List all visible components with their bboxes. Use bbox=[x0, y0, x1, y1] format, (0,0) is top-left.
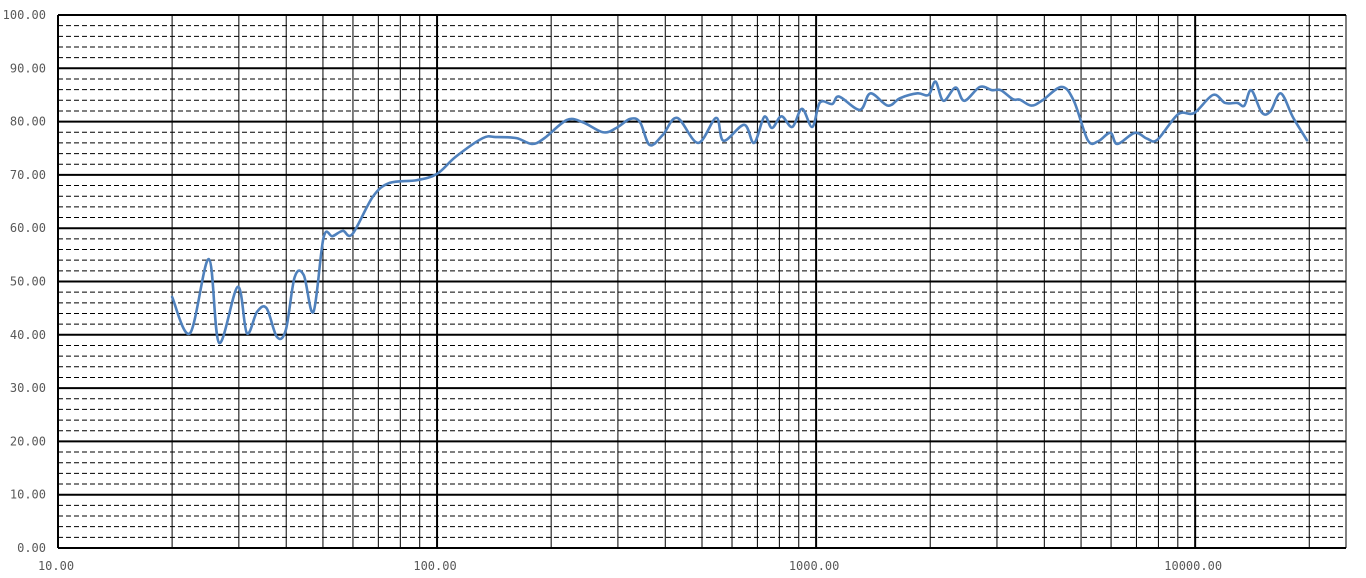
y-tick-label: 10.00 bbox=[10, 488, 46, 502]
y-tick-label: 70.00 bbox=[10, 168, 46, 182]
y-tick-label: 50.00 bbox=[10, 275, 46, 289]
y-tick-label: 80.00 bbox=[10, 115, 46, 129]
series-layer bbox=[170, 80, 1309, 345]
y-tick-label: 0.00 bbox=[17, 541, 46, 555]
y-tick-label: 30.00 bbox=[10, 381, 46, 395]
x-tick-label: 10.00 bbox=[38, 559, 74, 573]
grid bbox=[57, 14, 1347, 549]
y-tick-label: 60.00 bbox=[10, 221, 46, 235]
x-tick-label: 1000.00 bbox=[789, 559, 840, 573]
y-tick-label: 20.00 bbox=[10, 434, 46, 448]
y-tick-label: 90.00 bbox=[10, 61, 46, 75]
x-tick-label: 10000.00 bbox=[1164, 559, 1222, 573]
x-tick-label: 100.00 bbox=[413, 559, 456, 573]
axis-labels: 0.00 10.00 20.00 30.00 40.00 50.00 60.00 70.00 8… bbox=[3, 8, 1222, 573]
y-tick-label: 100.00 bbox=[3, 8, 46, 22]
y-tick-label: 40.00 bbox=[10, 328, 46, 342]
